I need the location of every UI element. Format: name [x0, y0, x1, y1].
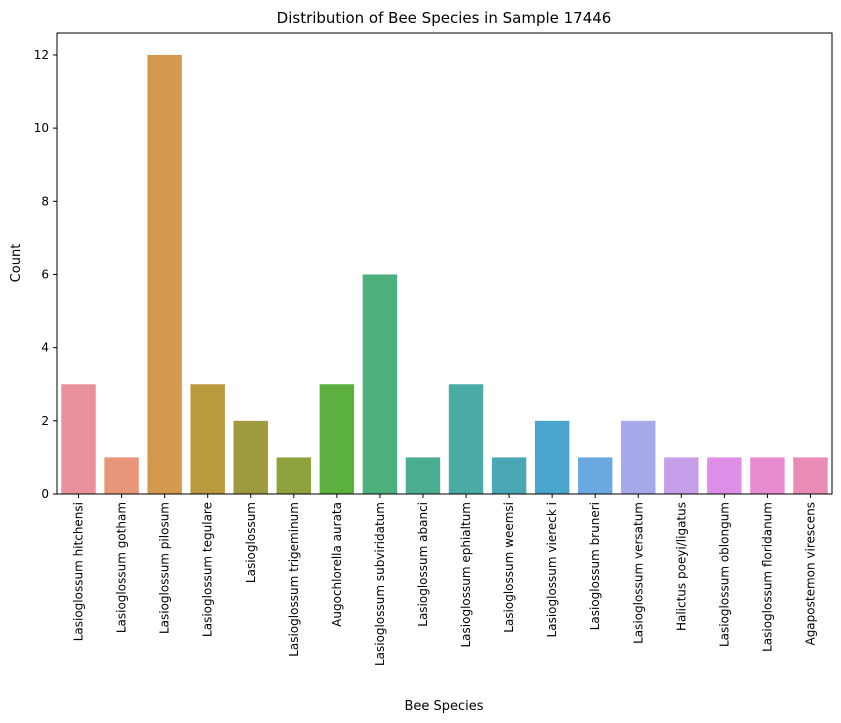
y-axis-title: Count — [9, 244, 24, 283]
bar-17 — [793, 457, 828, 494]
x-tick-label: Lasioglossum viereck i — [545, 502, 559, 637]
bars-group — [61, 54, 828, 494]
bar-5 — [276, 457, 312, 494]
bar-1 — [104, 457, 139, 494]
bar-16 — [750, 457, 785, 494]
x-tick-label: Lasioglossum — [244, 502, 258, 583]
x-tick-label: Lasioglossum hitchensi — [72, 502, 86, 641]
x-tick-label: Lasioglossum oblongum — [717, 502, 731, 647]
y-tick-label: 10 — [34, 121, 49, 135]
bar-0 — [61, 384, 96, 494]
y-axis: 0 2 4 6 8 10 12 — [34, 48, 57, 501]
bar-8 — [405, 457, 441, 494]
x-tick-label: Lasioglossum weemsi — [502, 502, 516, 633]
bar-12 — [577, 457, 613, 494]
bar-4 — [233, 420, 268, 494]
x-tick-label: Lasioglossum pilosum — [158, 502, 172, 634]
x-tick-label: Lasioglossum bruneri — [588, 502, 602, 630]
bar-6 — [319, 384, 355, 494]
x-tick-label: Lasioglossum floridanum — [760, 502, 774, 652]
x-tick-label: Agapostemon virescens — [803, 502, 817, 646]
x-tick-label: Augochlorella aurata — [330, 502, 344, 627]
y-tick-label: 6 — [41, 267, 49, 281]
bar-15 — [707, 457, 742, 494]
plot-frame — [56, 32, 833, 495]
y-tick-label: 12 — [34, 48, 49, 62]
y-tick-label: 4 — [41, 341, 49, 355]
bar-14 — [664, 457, 699, 494]
bar-11 — [534, 420, 570, 494]
x-tick-label: Lasioglossum gotham — [115, 502, 129, 633]
y-tick-label: 0 — [41, 487, 49, 501]
y-tick-label: 2 — [41, 414, 49, 428]
x-tick-label: Lasioglossum ephialtum — [459, 502, 473, 648]
bar-7 — [362, 274, 398, 494]
x-axis-title: Bee Species — [404, 699, 483, 714]
x-tick-label: Lasioglossum abanci — [416, 502, 430, 627]
x-tick-label: Lasioglossum trigeminum — [287, 502, 301, 657]
bar-10 — [491, 457, 527, 494]
y-tick-label: 8 — [41, 194, 49, 208]
x-tick-label: Lasioglossum tegulare — [201, 502, 215, 637]
x-tick-label: Halictus poeyi/ligatus — [674, 502, 688, 631]
bar-9 — [448, 384, 484, 494]
x-tick-label: Lasioglossum versatum — [631, 502, 645, 644]
bar-3 — [190, 384, 225, 494]
bar-2 — [147, 54, 182, 494]
chart-title: Distribution of Bee Species in Sample 17… — [277, 9, 612, 27]
x-tick-label: Lasioglossum subviridatum — [373, 502, 387, 666]
bar-13 — [621, 420, 656, 494]
x-axis: Lasioglossum hitchensi Lasioglossum gotha… — [72, 494, 817, 666]
